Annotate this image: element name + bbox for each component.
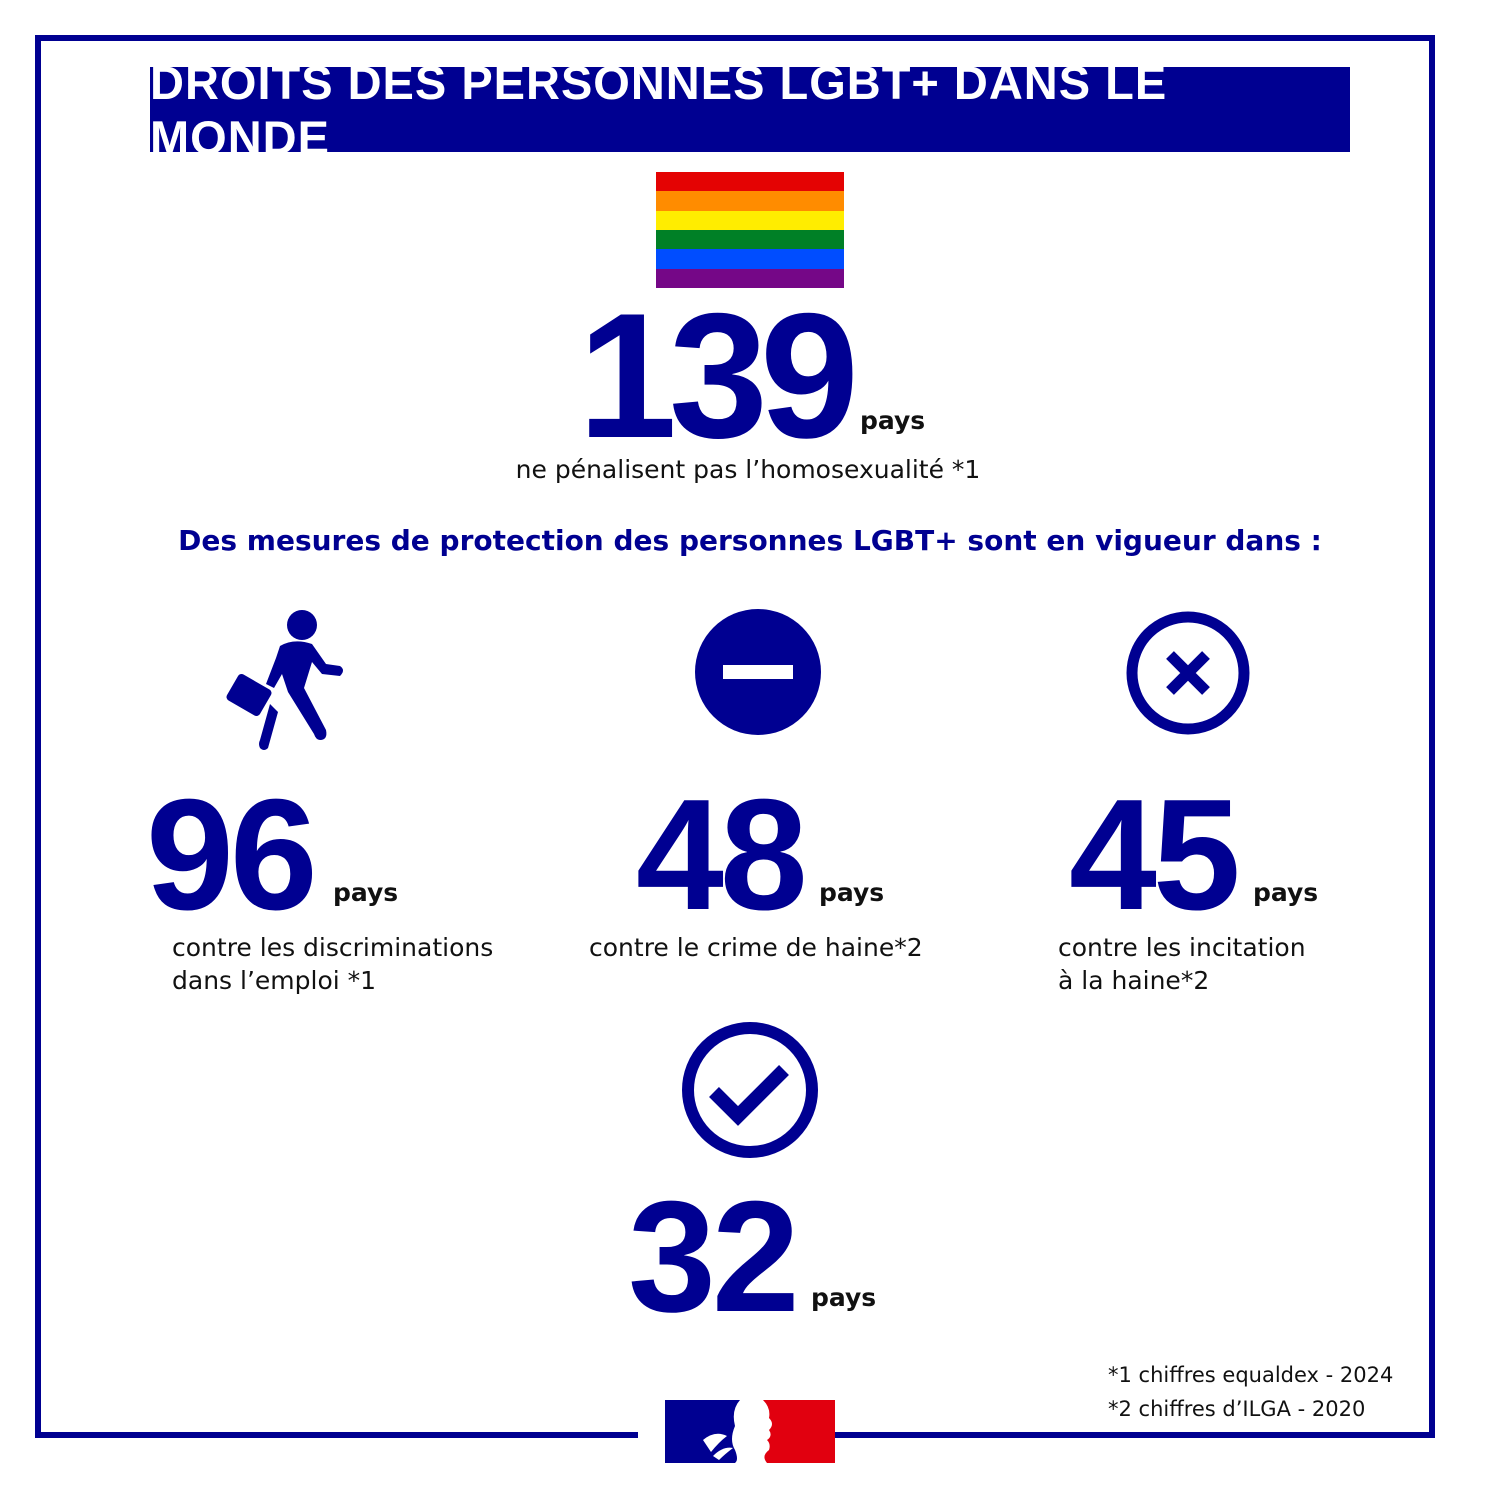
stat-unit: pays: [333, 878, 399, 907]
stat-unit: pays: [1253, 878, 1319, 907]
stat-caption-line: contre le crime de haine*2: [589, 933, 923, 962]
page-title: DROITS DES PERSONNES LGBT+ DANS LE MONDE: [150, 56, 1350, 164]
rainbow-flag: [656, 172, 844, 288]
headline-number: 139: [578, 276, 859, 475]
headline-caption: ne pénalisent pas l’homosexualité *1: [515, 455, 981, 484]
frame-right: [1429, 35, 1435, 1438]
stat-caption-line: contre les incitation: [1058, 933, 1306, 962]
stat-number-employment: 96: [146, 767, 318, 943]
stat-caption-line: contre les discriminations: [172, 933, 494, 962]
frame-bottom-left: [35, 1432, 638, 1438]
stat-unit: pays: [811, 1283, 877, 1312]
stat-number-protection: 32: [628, 1169, 800, 1345]
frame-left: [35, 35, 41, 1438]
stat-number-hate-crime: 48: [636, 767, 808, 943]
headline-unit: pays: [860, 406, 926, 435]
walking-person-briefcase-icon: [226, 610, 343, 750]
frame-bottom-right: [834, 1432, 1435, 1438]
marianne-logo: [665, 1400, 835, 1463]
x-circle-icon: [1126, 611, 1250, 735]
minus-circle-icon: [695, 609, 821, 735]
subheading: Des mesures de protection des personnes …: [178, 524, 1322, 557]
stat-caption-line: dans l’emploi *1: [172, 966, 377, 995]
stat-caption-line: à la haine*2: [1058, 966, 1210, 995]
check-circle-icon: [682, 1022, 818, 1158]
footnote: *1 chiffres equaldex - 2024: [1108, 1363, 1394, 1387]
stat-number-hate-incitement: 45: [1069, 767, 1241, 943]
frame-top: [35, 35, 1435, 41]
stat-unit: pays: [819, 878, 885, 907]
footnote: *2 chiffres d’ILGA - 2020: [1108, 1397, 1366, 1421]
